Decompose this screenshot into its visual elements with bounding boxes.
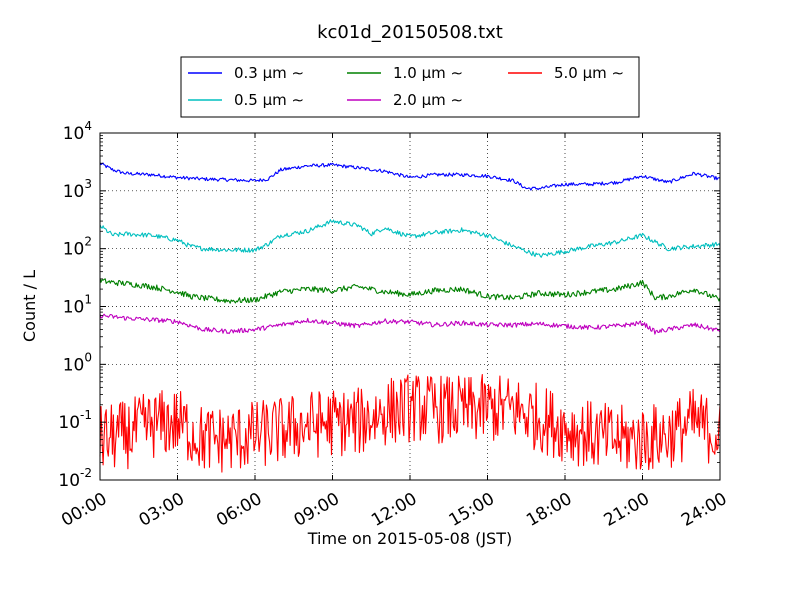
x-tick-label: 15:00 (446, 489, 498, 531)
ticks (99, 132, 721, 481)
series-lines (99, 162, 721, 473)
series-line (99, 313, 721, 335)
y-tick-label: 10-2 (58, 466, 92, 491)
y-tick-label: 10-1 (58, 408, 92, 433)
series-line (99, 219, 721, 258)
legend-label: 2.0 μm ∼ (393, 91, 463, 109)
y-tick-label: 103 (63, 177, 92, 202)
series-line (99, 162, 721, 191)
legend-label: 1.0 μm ∼ (393, 64, 463, 82)
y-tick-label: 101 (63, 293, 92, 318)
legend-label: 0.5 μm ∼ (234, 91, 304, 109)
grid (100, 133, 720, 480)
x-tick-label: 03:00 (136, 489, 188, 531)
chart-title: kc01d_20150508.txt (317, 22, 503, 43)
y-tick-label: 104 (63, 119, 92, 144)
x-tick-label: 09:00 (291, 489, 343, 531)
series-line (99, 278, 721, 304)
x-tick-label: 18:00 (523, 489, 575, 531)
x-tick-label: 24:00 (678, 489, 730, 531)
x-tick-label: 00:00 (58, 489, 110, 531)
legend-label: 0.3 μm ∼ (234, 64, 304, 82)
y-tick-label: 102 (63, 235, 92, 260)
x-axis-label: Time on 2015-05-08 (JST) (307, 529, 512, 548)
x-tick-label: 21:00 (601, 489, 653, 531)
legend-box (180, 56, 640, 118)
x-tick-label: 06:00 (213, 489, 265, 531)
y-axis-label: Count / L (20, 270, 39, 342)
series-line (99, 373, 721, 473)
legend-label: 5.0 μm ∼ (554, 64, 624, 82)
x-tick-label: 12:00 (368, 489, 420, 531)
y-tick-label: 100 (63, 350, 92, 375)
x-tick-labels: 00:00 03:00 06:00 09:00 12:00 15:00 18:00 21:00… (58, 489, 730, 531)
legend: 0.3 μm ∼ 0.5 μm ∼ 1.0 μm ∼ 2.0 μm ∼ 5.0 μm ∼ (180, 56, 640, 118)
y-tick-labels: 10-2 10-1 100 101 102 103 104 (58, 119, 92, 491)
